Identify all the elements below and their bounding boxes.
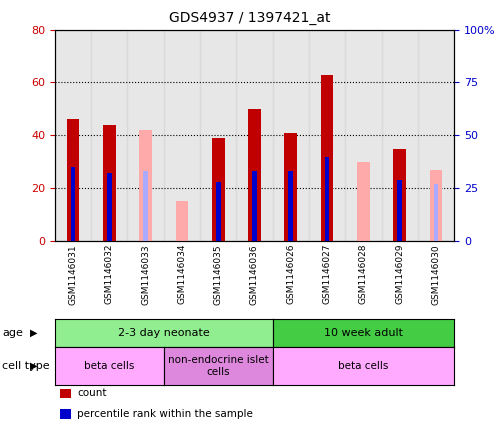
Text: cell type: cell type (2, 361, 50, 371)
Text: ▶: ▶ (30, 361, 38, 371)
Bar (272, 30, 309, 241)
Bar (55, 30, 91, 241)
Bar (176, 201, 188, 241)
Text: percentile rank within the sample: percentile rank within the sample (77, 409, 253, 419)
Bar (127, 30, 164, 241)
Bar (252, 171, 257, 241)
Text: age: age (2, 328, 23, 338)
Bar (216, 182, 221, 241)
Bar (67, 119, 79, 241)
Bar (237, 30, 272, 241)
Bar (321, 74, 333, 241)
Bar (434, 184, 438, 241)
Bar (103, 125, 116, 241)
Bar (212, 138, 225, 241)
Bar (248, 109, 261, 241)
Bar (393, 148, 406, 241)
Bar (397, 180, 402, 241)
Text: GDS4937 / 1397421_at: GDS4937 / 1397421_at (169, 11, 330, 25)
Bar (200, 30, 237, 241)
Bar (325, 157, 329, 241)
Bar (418, 30, 454, 241)
Bar (345, 30, 382, 241)
Text: beta cells: beta cells (84, 361, 135, 371)
Bar (357, 162, 370, 241)
Bar (284, 133, 297, 241)
Text: 10 week adult: 10 week adult (324, 328, 403, 338)
Text: 2-3 day neonate: 2-3 day neonate (118, 328, 210, 338)
Text: ▶: ▶ (30, 328, 38, 338)
Text: beta cells: beta cells (338, 361, 389, 371)
Bar (288, 171, 293, 241)
Bar (309, 30, 345, 241)
Text: non-endocrine islet
cells: non-endocrine islet cells (168, 355, 268, 377)
Bar (382, 30, 418, 241)
Bar (143, 171, 148, 241)
Text: count: count (77, 388, 107, 398)
Bar (164, 30, 200, 241)
Bar (139, 130, 152, 241)
Bar (91, 30, 127, 241)
Bar (107, 173, 112, 241)
Bar (71, 167, 75, 241)
Bar (430, 170, 442, 241)
